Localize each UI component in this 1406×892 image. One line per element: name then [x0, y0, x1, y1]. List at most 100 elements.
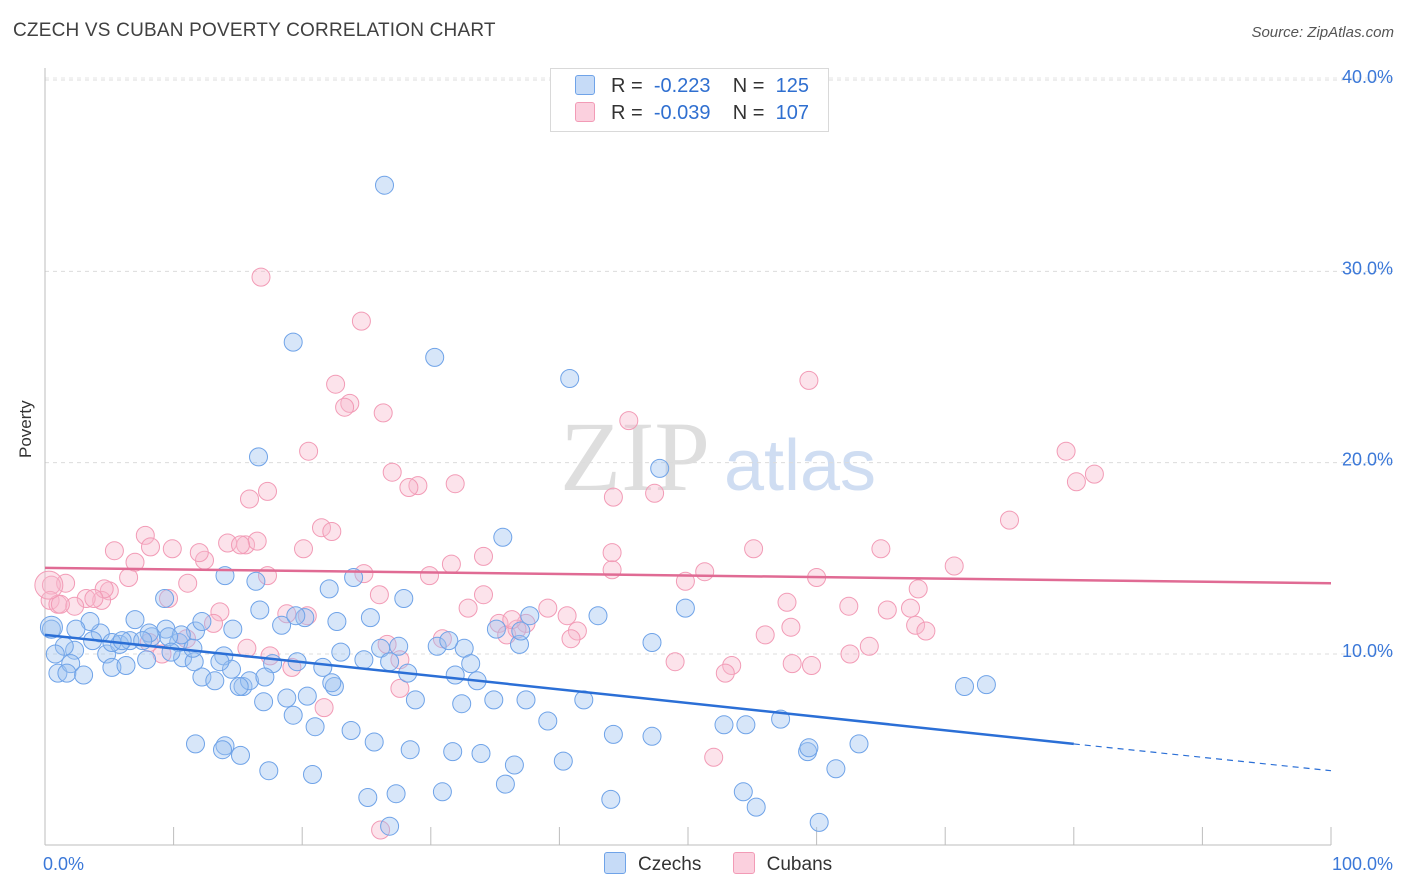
y-tick-label: 40.0%: [1342, 67, 1393, 87]
czechs-point: [642, 633, 662, 652]
czechs-point: [736, 715, 756, 735]
czechs-point: [493, 527, 513, 547]
cubans-point: [906, 615, 926, 635]
cubans-point: [189, 543, 209, 563]
cubans-point: [944, 556, 964, 576]
czechs-point: [116, 656, 136, 675]
cubans-point: [755, 625, 775, 645]
czechs-point: [74, 665, 94, 685]
czechs-point: [495, 774, 515, 794]
cubans-point: [314, 698, 334, 718]
y-tick-label: 20.0%: [1342, 450, 1393, 470]
cubans-point: [777, 592, 797, 612]
cubans-point: [125, 552, 145, 572]
cubans-point: [722, 656, 742, 675]
czechs-point: [39, 615, 63, 639]
r-label: R =: [611, 102, 643, 124]
cubans-point: [567, 621, 587, 641]
czechs-point: [259, 761, 279, 781]
cubans-point: [159, 589, 178, 608]
czechs-point: [955, 677, 974, 696]
legend-item-cubans: Cubans: [732, 852, 833, 876]
cubans-point: [340, 393, 360, 413]
legend-row-czechs: R = -0.223 N = 125: [575, 75, 809, 99]
cubans-point: [50, 594, 70, 614]
czechs-point: [112, 631, 132, 651]
czechs-point: [231, 745, 250, 765]
czechs-point: [205, 671, 225, 691]
cubans-point: [94, 579, 114, 599]
czechs-point: [222, 659, 241, 679]
cubans-point: [802, 656, 821, 675]
cubans-point: [839, 596, 859, 616]
czechs-point: [250, 600, 270, 620]
czechs-point: [809, 812, 829, 832]
cubans-point: [351, 311, 371, 331]
czechs-point: [324, 677, 344, 696]
cubans-point: [1084, 464, 1104, 484]
cubans-point: [538, 598, 558, 618]
cubans-point: [247, 531, 267, 551]
cubans-point: [210, 602, 230, 622]
cubans-point: [1000, 510, 1019, 530]
czechs-point: [192, 667, 212, 687]
cubans-point: [335, 397, 355, 417]
czechs-point: [425, 347, 445, 367]
cubans-point: [781, 617, 801, 637]
czechs-point: [327, 612, 347, 631]
cubans-point: [799, 370, 819, 390]
cubans-point: [619, 411, 639, 431]
czechs-point: [560, 369, 580, 388]
cubans-point: [231, 535, 250, 555]
czechs-point: [746, 797, 766, 817]
czechs-point: [161, 642, 181, 662]
legend-label-cubans: Cubans: [766, 854, 833, 875]
czechs-point: [240, 671, 259, 691]
czechs-point: [650, 458, 670, 478]
czechs-point: [286, 606, 306, 626]
czechs-point: [733, 782, 753, 802]
source-credit: Source: ZipAtlas.com: [1251, 24, 1394, 41]
watermark-zip: ZIP: [560, 401, 710, 512]
czechs-point: [297, 686, 317, 706]
cubans-point: [840, 644, 860, 664]
cubans-point: [715, 663, 735, 683]
cubans-point: [497, 625, 517, 645]
czechs-point: [277, 688, 297, 708]
czechs-point: [375, 175, 394, 195]
czechs-point: [603, 724, 623, 744]
czechs-point: [364, 732, 384, 752]
cubans-point: [141, 537, 160, 557]
czechs-point: [283, 332, 303, 352]
czechs-point: [504, 755, 524, 775]
correlation-legend: R = -0.223 N = 125 R = -0.039 N = 107: [550, 68, 829, 132]
czechs-point: [155, 589, 175, 608]
cubans-point: [65, 596, 85, 616]
cubans-swatch: [575, 102, 595, 122]
czechs-point: [66, 619, 86, 639]
czechs-point: [319, 579, 339, 599]
czechs-point: [344, 568, 364, 587]
czechs-point: [57, 663, 77, 683]
cubans-point: [782, 654, 802, 674]
cubans-point: [390, 678, 410, 698]
r-label: R =: [611, 75, 643, 97]
czechs-point: [675, 598, 695, 618]
cubans-point: [871, 539, 891, 559]
cubans-point: [916, 621, 936, 641]
czechs-point: [386, 784, 406, 804]
legend-item-czechs: Czechs: [604, 852, 701, 876]
cubans-point: [561, 629, 581, 649]
czechs-point: [210, 652, 230, 672]
czechs-point: [305, 717, 325, 737]
czechs-trendline-extension: [1073, 743, 1332, 772]
cubans-point: [399, 478, 419, 497]
cubans-point: [445, 474, 465, 494]
czechs-point: [139, 623, 159, 643]
cubans-point: [704, 747, 724, 767]
czechs-point: [254, 692, 274, 712]
czechs-point: [102, 657, 122, 677]
cubans-point: [474, 585, 493, 605]
cubans-point: [92, 590, 112, 610]
cubans-point: [665, 652, 685, 672]
